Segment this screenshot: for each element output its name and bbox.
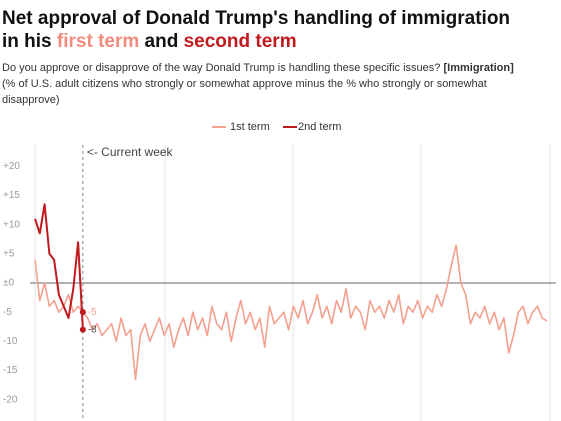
- subtitle-note: (% of U.S. adult citizens who strongly o…: [2, 78, 487, 90]
- y-tick-label: -10: [3, 336, 18, 347]
- y-tick-label: +20: [3, 161, 20, 172]
- subtitle-question: Do you approve or disapprove of the way …: [2, 62, 440, 74]
- title-first-term: first term: [57, 31, 139, 52]
- series-line: [34, 203, 84, 330]
- y-tick-label: +10: [3, 219, 20, 230]
- value-label: -8: [88, 324, 97, 335]
- legend-label: 2nd term: [298, 121, 341, 133]
- series-line: [34, 244, 548, 381]
- current-point: [79, 326, 86, 333]
- title-second-term: second term: [184, 31, 297, 52]
- y-tick-label: -20: [3, 394, 18, 405]
- chart-title: Net approval of Donald Trump's handling …: [2, 8, 510, 29]
- chart-title: in his first term and second term: [2, 31, 297, 52]
- y-tick-label: -5: [3, 307, 12, 318]
- subtitle-note: disapprove): [2, 94, 59, 106]
- y-tick-label: ±0: [3, 278, 14, 289]
- y-tick-label: -15: [3, 365, 18, 376]
- legend-label: 1st term: [230, 121, 270, 133]
- y-tick-label: +5: [3, 248, 15, 259]
- current-point: [79, 309, 86, 316]
- title-part: in his: [2, 31, 52, 52]
- annotation: <- Current week: [87, 145, 174, 159]
- title-part: and: [145, 31, 179, 52]
- y-tick-label: +15: [3, 190, 20, 201]
- subtitle-topic: [Immigration]: [443, 62, 514, 74]
- subtitle: Do you approve or disapprove of the way …: [2, 62, 514, 74]
- value-label: -5: [88, 307, 97, 318]
